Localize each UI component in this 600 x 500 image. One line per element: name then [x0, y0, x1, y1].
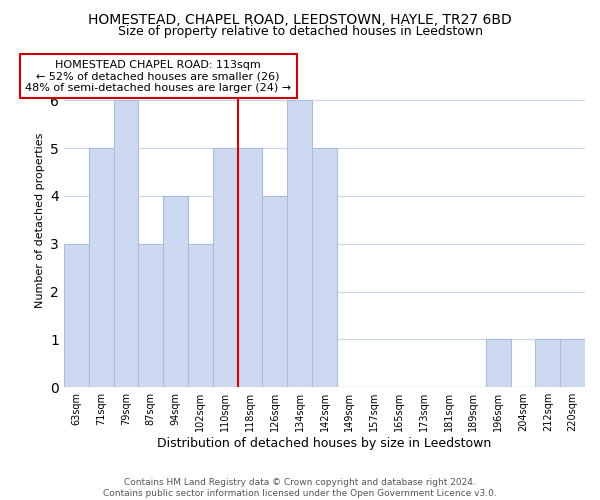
Bar — [113, 100, 139, 387]
Bar — [287, 100, 312, 387]
Text: HOMESTEAD, CHAPEL ROAD, LEEDSTOWN, HAYLE, TR27 6BD: HOMESTEAD, CHAPEL ROAD, LEEDSTOWN, HAYLE… — [88, 12, 512, 26]
Bar — [213, 148, 238, 387]
Bar — [312, 148, 337, 387]
Bar — [262, 196, 287, 387]
Y-axis label: Number of detached properties: Number of detached properties — [35, 132, 44, 308]
Bar — [89, 148, 113, 387]
Bar — [486, 340, 511, 387]
Bar — [64, 244, 89, 387]
Text: HOMESTEAD CHAPEL ROAD: 113sqm
← 52% of detached houses are smaller (26)
48% of s: HOMESTEAD CHAPEL ROAD: 113sqm ← 52% of d… — [25, 60, 291, 93]
Text: Contains HM Land Registry data © Crown copyright and database right 2024.
Contai: Contains HM Land Registry data © Crown c… — [103, 478, 497, 498]
Bar — [163, 196, 188, 387]
Bar — [535, 340, 560, 387]
Bar — [188, 244, 213, 387]
Bar — [139, 244, 163, 387]
Text: Size of property relative to detached houses in Leedstown: Size of property relative to detached ho… — [118, 25, 482, 38]
Bar — [560, 340, 585, 387]
Bar — [238, 148, 262, 387]
X-axis label: Distribution of detached houses by size in Leedstown: Distribution of detached houses by size … — [157, 437, 491, 450]
